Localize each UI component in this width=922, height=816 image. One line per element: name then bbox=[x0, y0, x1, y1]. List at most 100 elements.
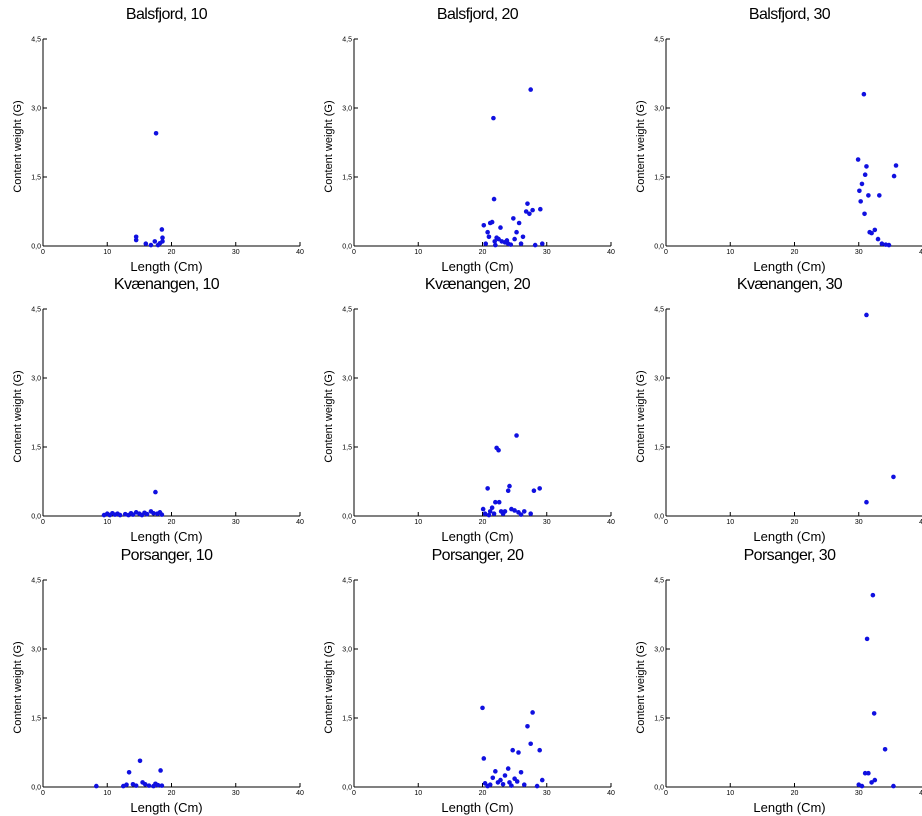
data-point bbox=[530, 207, 535, 213]
data-point bbox=[537, 747, 542, 753]
data-point bbox=[538, 206, 543, 212]
data-point bbox=[525, 723, 530, 729]
x-tick-label: 20 bbox=[168, 790, 176, 797]
chart-title: Kvænangen, 10 bbox=[114, 276, 220, 293]
x-tick-label: 10 bbox=[103, 519, 111, 526]
x-tick-label: 0 bbox=[41, 249, 45, 256]
x-tick-label: 0 bbox=[664, 519, 668, 526]
data-point bbox=[137, 758, 143, 764]
chart-panel-5: Kvænangen, 20 0 10 20 30 40 0,0 1,5 3,0 4,5 Length… bbox=[323, 276, 615, 544]
y-axis-label: Content weight (G) bbox=[12, 370, 24, 462]
chart-panel-1: Balsfjord, 10 0 10 20 30 40 0,0 1,5 3,0 4,5 Length… bbox=[12, 6, 304, 274]
y-tick-label: 0,0 bbox=[342, 244, 352, 251]
y-tick-label: 0,0 bbox=[342, 514, 352, 521]
x-tick-label: 30 bbox=[232, 249, 240, 256]
y-axis-label: Content weight (G) bbox=[323, 641, 335, 733]
chart-title: Kvænangen, 20 bbox=[425, 276, 531, 293]
data-point bbox=[862, 211, 867, 217]
y-tick-label: 4,5 bbox=[654, 578, 664, 585]
chart-title: Kvænangen, 30 bbox=[737, 276, 843, 293]
y-tick-label: 3,0 bbox=[342, 647, 352, 654]
data-point bbox=[858, 199, 863, 204]
data-point bbox=[146, 783, 152, 788]
data-point bbox=[124, 782, 129, 787]
chart-title: Porsanger, 10 bbox=[121, 547, 214, 564]
data-point bbox=[491, 115, 496, 121]
y-tick-label: 1,5 bbox=[342, 445, 352, 452]
y-axis-label: Content weight (G) bbox=[323, 370, 335, 462]
y-tick-label: 0,0 bbox=[654, 785, 664, 792]
data-point bbox=[872, 777, 878, 783]
x-tick-label: 40 bbox=[607, 519, 615, 526]
y-tick-label: 0,0 bbox=[31, 785, 41, 792]
data-point bbox=[864, 499, 869, 505]
data-point bbox=[152, 239, 158, 244]
x-tick-label: 20 bbox=[479, 519, 487, 526]
data-point bbox=[481, 223, 487, 228]
data-point bbox=[133, 783, 139, 788]
y-axis-label: Content weight (G) bbox=[12, 100, 24, 192]
data-point bbox=[516, 750, 521, 755]
chart-panel-4: Kvænangen, 10 0 10 20 30 40 0,0 1,5 3,0 4,5 Length… bbox=[12, 276, 304, 544]
data-point bbox=[493, 769, 498, 774]
y-axis-label: Content weight (G) bbox=[323, 100, 335, 192]
x-tick-label: 30 bbox=[855, 790, 863, 797]
x-tick-label: 40 bbox=[296, 790, 304, 797]
data-point bbox=[530, 710, 535, 715]
x-tick-label: 40 bbox=[296, 249, 304, 256]
data-point bbox=[521, 782, 527, 787]
y-tick-label: 1,5 bbox=[342, 175, 352, 182]
y-tick-label: 3,0 bbox=[31, 376, 41, 383]
x-tick-label: 30 bbox=[543, 249, 551, 256]
data-point bbox=[498, 777, 503, 783]
data-point bbox=[886, 242, 892, 248]
data-point bbox=[514, 779, 520, 784]
data-point bbox=[117, 512, 123, 518]
x-tick-label: 20 bbox=[791, 519, 799, 526]
x-tick-label: 10 bbox=[726, 519, 734, 526]
y-tick-label: 4,5 bbox=[342, 37, 352, 44]
y-tick-label: 0,0 bbox=[654, 514, 664, 521]
data-point bbox=[518, 769, 524, 775]
data-point bbox=[537, 486, 542, 491]
data-point bbox=[869, 780, 874, 785]
data-point bbox=[855, 157, 861, 162]
data-point bbox=[534, 783, 540, 789]
data-point bbox=[498, 225, 503, 230]
data-point bbox=[859, 783, 865, 789]
data-point bbox=[539, 777, 545, 783]
x-tick-label: 0 bbox=[664, 790, 668, 797]
x-tick-label: 20 bbox=[168, 249, 176, 256]
data-point bbox=[483, 241, 489, 246]
x-tick-label: 10 bbox=[103, 790, 111, 797]
x-tick-label: 40 bbox=[607, 249, 615, 256]
data-point bbox=[869, 230, 874, 236]
y-tick-label: 3,0 bbox=[31, 647, 41, 654]
y-tick-label: 1,5 bbox=[654, 716, 664, 723]
data-point bbox=[496, 447, 501, 453]
data-point bbox=[158, 768, 163, 773]
data-point bbox=[486, 512, 492, 518]
x-tick-label: 10 bbox=[414, 249, 422, 256]
data-point bbox=[160, 239, 165, 244]
x-tick-label: 40 bbox=[607, 790, 615, 797]
data-point bbox=[528, 511, 533, 516]
y-tick-label: 3,0 bbox=[342, 106, 352, 113]
x-tick-label: 0 bbox=[41, 790, 45, 797]
data-point bbox=[514, 433, 519, 438]
x-tick-label: 10 bbox=[103, 249, 111, 256]
x-tick-label: 0 bbox=[352, 790, 356, 797]
y-tick-label: 0,0 bbox=[654, 244, 664, 251]
x-axis-label: Length (Cm) bbox=[441, 800, 513, 815]
x-tick-label: 30 bbox=[232, 519, 240, 526]
x-axis-label: Length (Cm) bbox=[441, 259, 513, 274]
data-point bbox=[94, 783, 99, 789]
data-point bbox=[531, 488, 537, 494]
x-axis-label: Length (Cm) bbox=[753, 259, 825, 274]
x-tick-label: 40 bbox=[919, 519, 922, 526]
x-tick-label: 20 bbox=[479, 249, 487, 256]
x-axis-label: Length (Cm) bbox=[130, 259, 202, 274]
x-tick-label: 30 bbox=[232, 790, 240, 797]
data-point bbox=[862, 770, 868, 776]
data-point bbox=[486, 234, 492, 240]
